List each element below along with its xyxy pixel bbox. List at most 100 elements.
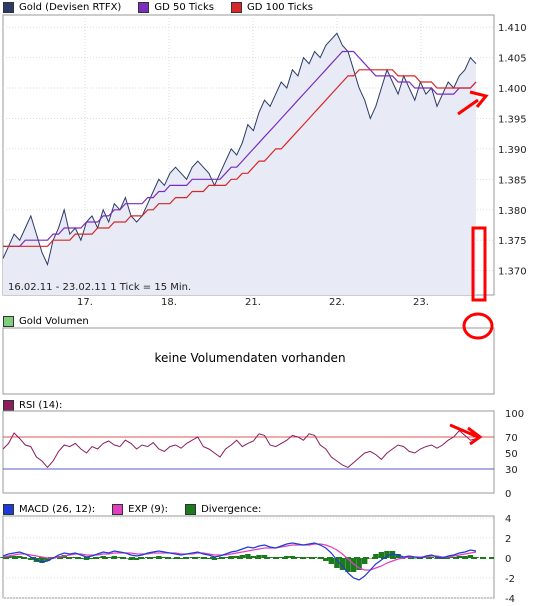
macd-divergence-bar <box>39 558 45 563</box>
legend-swatch-gold <box>3 1 14 13</box>
macd-y-tick-label: 2 <box>505 534 511 545</box>
macd-divergence-bar <box>245 554 251 558</box>
macd-divergence-bar <box>195 557 201 558</box>
rsi-y-tick-label: 30 <box>505 465 518 476</box>
legend-swatch-gd100 <box>230 1 242 13</box>
exp-series-line <box>2 543 477 571</box>
macd-divergence-bar <box>362 558 368 564</box>
macd-divergence-bar <box>311 557 318 558</box>
legend-swatch-gd50 <box>138 1 150 13</box>
annotation-arrow <box>449 423 483 446</box>
rsi-y-tick-label: 100 <box>505 409 524 420</box>
macd-legend: MACD (26, 12): EXP (9): Divergence: <box>0 502 275 516</box>
macd-divergence-bar <box>434 558 440 559</box>
macd-divergence-bar <box>323 558 329 561</box>
macd-divergence-bar <box>94 557 101 558</box>
macd-divergence-bar <box>156 556 162 558</box>
price-y-tick-label: 1.375 <box>498 236 527 247</box>
macd-divergence-bar <box>172 558 179 559</box>
gd50-series-line <box>3 50 477 247</box>
macd-divergence-bar <box>150 557 156 558</box>
macd-divergence-bar <box>451 557 457 558</box>
macd-y-tick-label: 0 <box>505 554 511 565</box>
legend-label-exp: EXP (9): <box>128 503 169 515</box>
annotation-circle <box>462 312 494 340</box>
legend-swatch-divergence <box>185 503 197 515</box>
price-x-tick-label: 23. <box>413 297 429 308</box>
rsi-y-tick-label: 50 <box>505 449 518 460</box>
macd-divergence-bar <box>350 558 357 572</box>
rsi-y-tick-label: 0 <box>505 489 511 500</box>
macd-divergence-bar <box>228 556 234 558</box>
macd-divergence-bar <box>295 557 301 558</box>
macd-divergence-bar <box>217 558 223 559</box>
macd-divergence-bar <box>211 558 218 560</box>
macd-divergence-bar <box>139 558 145 559</box>
macd-divergence-bar <box>345 558 351 572</box>
price-x-tick-label: 22. <box>329 297 345 308</box>
price-y-tick-label: 1.410 <box>498 23 527 34</box>
macd-divergence-bar <box>356 558 362 570</box>
macd-divergence-bar <box>256 555 262 558</box>
macd-divergence-bar <box>16 556 23 558</box>
macd-divergence-bar <box>28 558 34 560</box>
macd-divergence-bar <box>462 556 468 558</box>
macd-divergence-bar <box>222 557 229 558</box>
macd-divergence-bar <box>373 554 379 558</box>
legend-swatch-macd <box>3 503 14 515</box>
macd-y-ticks: -4 -2 0 2 4 <box>505 514 515 605</box>
price-y-tick-label: 1.385 <box>498 175 527 186</box>
macd-divergence-bar <box>183 558 190 559</box>
macd-divergence-bar <box>278 557 284 558</box>
macd-divergence-bar <box>272 558 279 559</box>
macd-divergence-bar <box>161 557 168 558</box>
price-x-tick-label: 18. <box>161 297 177 308</box>
legend-label-gold: Gold (Devisen RTFX) <box>19 1 122 13</box>
macd-divergence-bar <box>456 556 463 558</box>
price-series-line <box>2 32 477 267</box>
macd-divergence-bar <box>284 556 290 558</box>
macd-divergence-bar <box>144 557 151 558</box>
macd-divergence-bar <box>167 558 173 559</box>
price-y-tick-label: 1.395 <box>498 114 527 125</box>
annotation-rectangle <box>471 226 487 302</box>
rsi-y-ticks: 0 30 50 70 100 <box>505 409 524 500</box>
macd-divergence-bar <box>473 557 479 558</box>
macd-divergence-bar <box>11 556 17 558</box>
macd-divergence-bar <box>106 557 112 558</box>
macd-divergence-bar <box>367 558 373 559</box>
macd-divergence-bar <box>72 557 79 558</box>
price-y-tick-label: 1.390 <box>498 145 527 156</box>
macd-divergence-bar <box>83 558 90 560</box>
legend-label-macd: MACD (26, 12): <box>19 503 96 515</box>
macd-divergence-bar <box>189 557 195 558</box>
macd-divergence-bar <box>5 556 12 558</box>
macd-divergence-bar <box>334 558 340 568</box>
legend-swatch-exp <box>112 503 124 515</box>
range-label: 16.02.11 - 23.02.11 1 Tick = 15 Min. <box>8 282 191 293</box>
macd-divergence-bar <box>250 556 257 558</box>
macd-divergence-bar <box>206 558 212 559</box>
macd-divergence-bar <box>128 558 134 560</box>
volume-legend: Gold Volumen <box>0 314 103 328</box>
price-y-tick-label: 1.370 <box>498 267 527 278</box>
macd-divergence-bar <box>428 557 435 558</box>
macd-divergence-bar <box>234 556 240 558</box>
macd-divergence-bar <box>384 551 390 558</box>
legend-label-gd50: GD 50 Ticks <box>154 1 214 13</box>
legend-gd100: GD 100 Ticks <box>228 1 313 13</box>
macd-divergence-bar <box>0 557 6 558</box>
legend-rsi: RSI (14): <box>0 399 62 411</box>
gd100-series-line <box>3 69 477 247</box>
price-x-ticks: 17. 18. 21. 22. 23. <box>77 297 429 308</box>
macd-y-tick-label: -4 <box>505 594 515 605</box>
rsi-series-line <box>2 429 477 469</box>
legend-gold: Gold (Devisen RTFX) <box>0 1 122 13</box>
legend-exp: EXP (9): <box>109 503 169 515</box>
macd-divergence-bar <box>239 555 245 558</box>
legend-macd: MACD (26, 12): <box>0 503 96 515</box>
annotation-check-mark <box>457 90 489 116</box>
macd-divergence-bar <box>261 555 268 558</box>
macd-y-tick-label: 4 <box>505 514 511 525</box>
